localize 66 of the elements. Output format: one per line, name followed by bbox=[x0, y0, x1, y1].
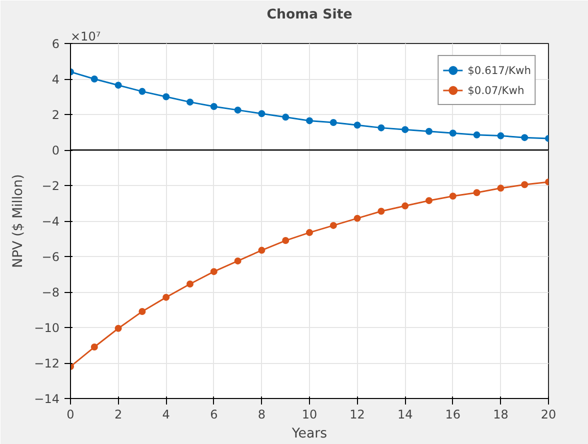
point bbox=[402, 202, 409, 210]
point bbox=[521, 181, 528, 188]
legend-label: $0.07/Kwh bbox=[468, 84, 524, 96]
y-tick-label: −12 bbox=[34, 356, 60, 370]
y-tick-label: −4 bbox=[42, 214, 60, 228]
y-tick-label: 0 bbox=[52, 144, 60, 158]
point bbox=[426, 128, 432, 135]
point bbox=[449, 192, 456, 200]
point bbox=[330, 118, 337, 126]
point bbox=[258, 246, 266, 254]
point bbox=[354, 122, 361, 129]
point bbox=[306, 117, 313, 124]
point bbox=[210, 103, 218, 110]
y-tick-label: 2 bbox=[52, 108, 60, 122]
point bbox=[426, 197, 432, 204]
x-axis-title: Years bbox=[290, 426, 328, 442]
point bbox=[473, 131, 480, 138]
x-tick-label: 0 bbox=[66, 408, 74, 422]
point bbox=[90, 76, 98, 82]
point bbox=[162, 93, 170, 100]
point bbox=[138, 88, 146, 95]
x-tick-label: 20 bbox=[540, 408, 556, 422]
x-tick-label: 16 bbox=[445, 408, 461, 422]
x-tick-label: 8 bbox=[258, 408, 266, 422]
x-tick-label: 2 bbox=[114, 408, 122, 422]
point bbox=[138, 308, 146, 316]
point bbox=[186, 98, 194, 106]
point bbox=[449, 130, 456, 137]
chart-title: Choma Site bbox=[266, 8, 352, 22]
point bbox=[210, 268, 218, 276]
y-axis-title: NPV ($ Millon) bbox=[11, 174, 26, 268]
point bbox=[282, 114, 290, 121]
point bbox=[234, 106, 242, 114]
point bbox=[306, 229, 313, 236]
y-tick-label: −10 bbox=[34, 321, 60, 335]
point bbox=[378, 208, 385, 215]
x-tick-label: 10 bbox=[302, 408, 318, 422]
x-tick-label: 6 bbox=[210, 408, 218, 422]
point bbox=[330, 222, 337, 229]
x-tick-label: 14 bbox=[397, 408, 413, 422]
point bbox=[497, 184, 504, 192]
point bbox=[282, 237, 290, 244]
x-tick-label: 18 bbox=[493, 408, 508, 422]
text: ×10⁷ bbox=[70, 30, 101, 44]
point bbox=[114, 82, 122, 89]
point bbox=[234, 257, 242, 264]
point bbox=[114, 324, 122, 332]
point bbox=[497, 132, 504, 140]
point bbox=[258, 110, 266, 118]
x-tick-label: 4 bbox=[162, 408, 170, 422]
point bbox=[90, 344, 98, 351]
y-tick-label: −14 bbox=[34, 392, 60, 406]
point bbox=[473, 189, 480, 196]
point bbox=[354, 214, 361, 222]
x-tick-label: 12 bbox=[350, 408, 365, 422]
point bbox=[162, 294, 170, 301]
y-tick-label: −6 bbox=[42, 250, 60, 264]
point bbox=[378, 124, 385, 132]
point bbox=[521, 134, 528, 142]
y-tick-label: 6 bbox=[52, 37, 60, 51]
y-tick-label: −2 bbox=[42, 179, 60, 193]
legend-label: $0.617/Kwh bbox=[468, 64, 531, 76]
point bbox=[186, 280, 194, 288]
y-tick-label: 4 bbox=[52, 72, 60, 86]
y-tick-label: −8 bbox=[42, 286, 60, 300]
point bbox=[402, 126, 409, 134]
